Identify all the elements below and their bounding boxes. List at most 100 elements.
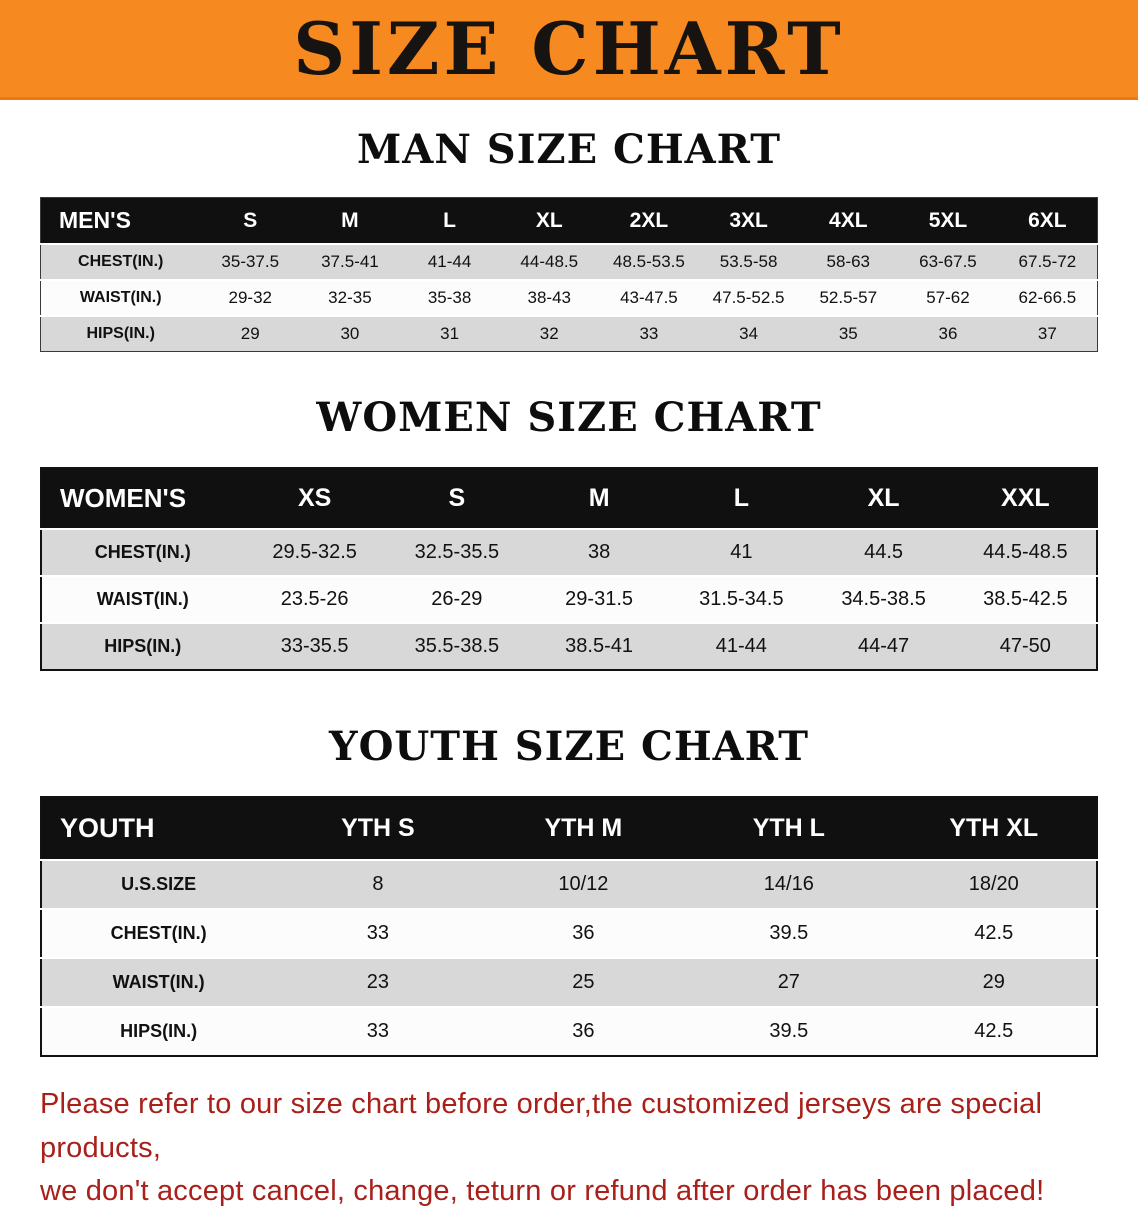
value-cell: 43-47.5: [599, 279, 699, 316]
value-cell: 36: [480, 1006, 687, 1056]
size-header-cell: L: [670, 468, 813, 529]
table-row: WAIST(IN.) 23.5-26 26-29 29-31.5 31.5-34.5 34…: [41, 575, 1097, 623]
section-men: MAN SIZE CHART MEN'S S M L XL 2XL 3XL 4XL 5XL 6XL…: [0, 126, 1138, 352]
value-cell: 32-35: [300, 279, 400, 316]
value-cell: 39.5: [686, 908, 892, 958]
table-row: WAIST(IN.) 23 25 27 29: [41, 957, 1097, 1007]
value-cell: 25: [480, 957, 687, 1007]
value-cell: 32: [499, 315, 600, 352]
banner: SIZE CHART: [0, 0, 1138, 100]
value-cell: 34.5-38.5: [812, 575, 955, 623]
size-header-cell: L: [399, 197, 500, 244]
value-cell: 29-32: [200, 279, 301, 316]
value-cell: 37.5-41: [300, 243, 400, 280]
value-cell: 47.5-52.5: [698, 279, 799, 316]
size-header-cell: XXL: [954, 468, 1097, 529]
section-women: WOMEN SIZE CHART WOMEN'S XS S M L XL XXL CHEST(…: [0, 394, 1138, 671]
page-title: SIZE CHART: [293, 5, 845, 91]
value-cell: 26-29: [385, 575, 528, 623]
youth-size-table: YOUTH YTH S YTH M YTH L YTH XL U.S.SIZE 8 10/12…: [40, 796, 1098, 1057]
table-row: CHEST(IN.) 33 36 39.5 42.5: [41, 908, 1097, 958]
table-row: HIPS(IN.) 33-35.5 35.5-38.5 38.5-41 41-44 44-…: [41, 622, 1097, 670]
value-cell: 33: [599, 315, 699, 352]
value-cell: 42.5: [891, 1006, 1097, 1056]
value-cell: 8: [275, 859, 481, 909]
size-header-cell: 3XL: [698, 197, 799, 244]
value-cell: 35: [798, 315, 899, 352]
value-cell: 30: [300, 315, 400, 352]
value-cell: 41: [670, 528, 813, 576]
value-cell: 29-31.5: [527, 575, 671, 623]
value-cell: 36: [480, 908, 687, 958]
value-cell: 33-35.5: [243, 622, 386, 670]
value-cell: 10/12: [480, 859, 687, 909]
row-label-cell: WAIST(IN.): [41, 957, 276, 1007]
value-cell: 35-38: [399, 279, 500, 316]
size-header-cell: 6XL: [997, 197, 1098, 244]
value-cell: 31.5-34.5: [670, 575, 813, 623]
women-size-table: WOMEN'S XS S M L XL XXL CHEST(IN.) 29.5-32.5 32.5…: [40, 467, 1098, 671]
value-cell: 36: [898, 315, 998, 352]
value-cell: 29.5-32.5: [243, 528, 386, 576]
value-cell: 44.5-48.5: [954, 528, 1097, 576]
men-size-table: MEN'S S M L XL 2XL 3XL 4XL 5XL 6XL CHEST(IN.) 35-37…: [40, 197, 1098, 352]
size-header-cell: XL: [499, 197, 600, 244]
size-header-cell: YTH S: [275, 797, 481, 860]
section-youth: YOUTH SIZE CHART YOUTH YTH S YTH M YTH L YTH…: [0, 723, 1138, 1057]
row-label-cell: CHEST(IN.): [41, 908, 276, 958]
size-header-cell: XL: [812, 468, 955, 529]
value-cell: 41-44: [670, 622, 813, 670]
size-header-cell: M: [300, 197, 400, 244]
size-header-cell: 4XL: [798, 197, 899, 244]
size-header-cell: XS: [243, 468, 386, 529]
table-row: HIPS(IN.) 29 30 31 32 33 34 35 36 37: [40, 315, 1098, 352]
row-label-cell: HIPS(IN.): [41, 622, 244, 670]
value-cell: 31: [399, 315, 500, 352]
table-title-cell: YOUTH: [41, 797, 276, 860]
table-title-cell: WOMEN'S: [41, 468, 244, 529]
value-cell: 38: [527, 528, 671, 576]
value-cell: 29: [891, 957, 1097, 1007]
value-cell: 48.5-53.5: [599, 243, 699, 280]
table-header-row: WOMEN'S XS S M L XL XXL: [41, 468, 1097, 529]
table-header-row: YOUTH YTH S YTH M YTH L YTH XL: [41, 797, 1097, 860]
youth-section-heading: YOUTH SIZE CHART: [329, 723, 809, 770]
value-cell: 44-47: [812, 622, 955, 670]
size-header-cell: S: [200, 197, 301, 244]
size-header-cell: 5XL: [898, 197, 998, 244]
value-cell: 33: [275, 908, 481, 958]
size-header-cell: S: [385, 468, 528, 529]
value-cell: 35-37.5: [200, 243, 301, 280]
size-header-cell: 2XL: [599, 197, 699, 244]
value-cell: 57-62: [898, 279, 998, 316]
row-label-cell: WAIST(IN.): [41, 575, 244, 623]
value-cell: 14/16: [686, 859, 892, 909]
table-header-row: MEN'S S M L XL 2XL 3XL 4XL 5XL 6XL: [40, 197, 1098, 244]
row-label-cell: CHEST(IN.): [41, 528, 244, 576]
disclaimer-note: Please refer to our size chart before or…: [40, 1083, 1100, 1214]
disclaimer-line-1: Please refer to our size chart before or…: [40, 1088, 1043, 1164]
value-cell: 42.5: [891, 908, 1097, 958]
women-section-heading: WOMEN SIZE CHART: [316, 394, 822, 441]
value-cell: 34: [698, 315, 799, 352]
value-cell: 38.5-41: [527, 622, 671, 670]
row-label-cell: WAIST(IN.): [40, 279, 201, 316]
value-cell: 67.5-72: [997, 243, 1098, 280]
row-label-cell: HIPS(IN.): [40, 315, 201, 352]
value-cell: 44.5: [812, 528, 955, 576]
value-cell: 38-43: [499, 279, 600, 316]
size-header-cell: M: [527, 468, 671, 529]
value-cell: 35.5-38.5: [385, 622, 528, 670]
disclaimer-line-2: we don't accept cancel, change, teturn o…: [40, 1175, 1045, 1207]
value-cell: 44-48.5: [499, 243, 600, 280]
value-cell: 23.5-26: [243, 575, 386, 623]
size-header-cell: YTH XL: [891, 797, 1097, 860]
value-cell: 39.5: [686, 1006, 892, 1056]
size-header-cell: YTH L: [686, 797, 892, 860]
value-cell: 27: [686, 957, 892, 1007]
value-cell: 32.5-35.5: [385, 528, 528, 576]
value-cell: 47-50: [954, 622, 1097, 670]
value-cell: 33: [275, 1006, 481, 1056]
value-cell: 38.5-42.5: [954, 575, 1097, 623]
